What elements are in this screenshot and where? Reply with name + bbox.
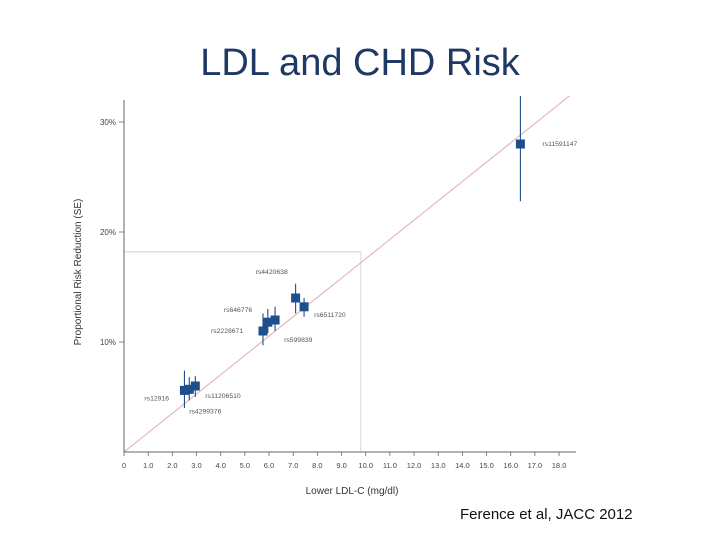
- point-marker[interactable]: [184, 384, 194, 394]
- x-tick-label: 17.0: [528, 461, 543, 470]
- point-marker[interactable]: [179, 385, 189, 395]
- y-tick-label: 20%: [100, 228, 116, 237]
- point-label: rs599839: [284, 337, 313, 344]
- y-tick-label: 10%: [100, 338, 116, 347]
- point-marker[interactable]: [263, 317, 273, 327]
- data-point[interactable]: [179, 370, 189, 408]
- point-marker[interactable]: [190, 381, 200, 391]
- point-label: rs646776: [224, 307, 253, 314]
- data-point[interactable]: [291, 283, 301, 314]
- x-tick-label: 12.0: [407, 461, 422, 470]
- point-label: rs4299376: [189, 408, 221, 415]
- point-labels: rs12916 rs4299376 rs11206510 rs2228671 rs646…: [144, 141, 577, 415]
- data-point[interactable]: [258, 313, 268, 346]
- scatter-chart: 0 1.0 2.0 3.0 4.0 5.0 6.0 7.0 8.0 9.0 10.0 11.0 12.0…: [73, 96, 578, 497]
- data-point[interactable]: [184, 377, 194, 401]
- citation: Ference et al, JACC 2012: [460, 506, 633, 523]
- point-label: rs6511720: [314, 312, 346, 319]
- x-axis-title: Lower LDL-C (mg/dl): [306, 486, 399, 497]
- x-tick-label: 4.0: [215, 461, 225, 470]
- y-axis-title: Proportional Risk Reduction (SE): [73, 199, 84, 346]
- data-point[interactable]: [263, 309, 273, 334]
- point-label: rs2228671: [211, 328, 243, 335]
- plot-panel: 0 1.0 2.0 3.0 4.0 5.0 6.0 7.0 8.0 9.0 10.0 11.0 12.0…: [68, 96, 592, 502]
- fit-line: [123, 96, 571, 453]
- x-tick-label: 5.0: [240, 461, 250, 470]
- data-point[interactable]: [515, 96, 525, 202]
- x-tick-label: 13.0: [431, 461, 446, 470]
- reference-lines: [124, 251, 362, 452]
- point-label: rs4420638: [256, 269, 288, 276]
- data-point[interactable]: [190, 376, 200, 397]
- point-label: rs11591147: [542, 141, 577, 148]
- x-tick-label: 2.0: [167, 461, 177, 470]
- point-label: rs12916: [144, 395, 169, 402]
- point-marker[interactable]: [270, 315, 280, 325]
- axes: 0 1.0 2.0 3.0 4.0 5.0 6.0 7.0 8.0 9.0 10.0 11.0 12.0…: [100, 100, 576, 470]
- x-tick-label: 18.0: [552, 461, 567, 470]
- point-label: rs11206510: [205, 393, 241, 400]
- x-tick-label: 10.0: [358, 461, 373, 470]
- x-tick-label: 6.0: [264, 461, 274, 470]
- x-tick-label: 9.0: [336, 461, 346, 470]
- point-marker[interactable]: [299, 302, 309, 312]
- slide-title: LDL and CHD Risk: [200, 42, 520, 84]
- x-tick-label: 7.0: [288, 461, 298, 470]
- point-marker[interactable]: [258, 326, 268, 336]
- data-points: [179, 96, 525, 408]
- x-tick-label: 14.0: [455, 461, 470, 470]
- x-tick-label: 1.0: [143, 461, 153, 470]
- x-tick-label: 16.0: [503, 461, 518, 470]
- x-tick-label: 0: [122, 461, 126, 470]
- x-tick-label: 15.0: [479, 461, 494, 470]
- point-marker[interactable]: [291, 293, 301, 303]
- data-point[interactable]: [270, 306, 280, 331]
- x-tick-label: 3.0: [191, 461, 201, 470]
- y-tick-label: 30%: [100, 118, 116, 127]
- x-tick-label: 11.0: [383, 461, 397, 470]
- x-tick-label: 8.0: [312, 461, 322, 470]
- point-marker[interactable]: [515, 139, 525, 149]
- data-point[interactable]: [299, 298, 309, 317]
- fit-line-group: [123, 96, 571, 453]
